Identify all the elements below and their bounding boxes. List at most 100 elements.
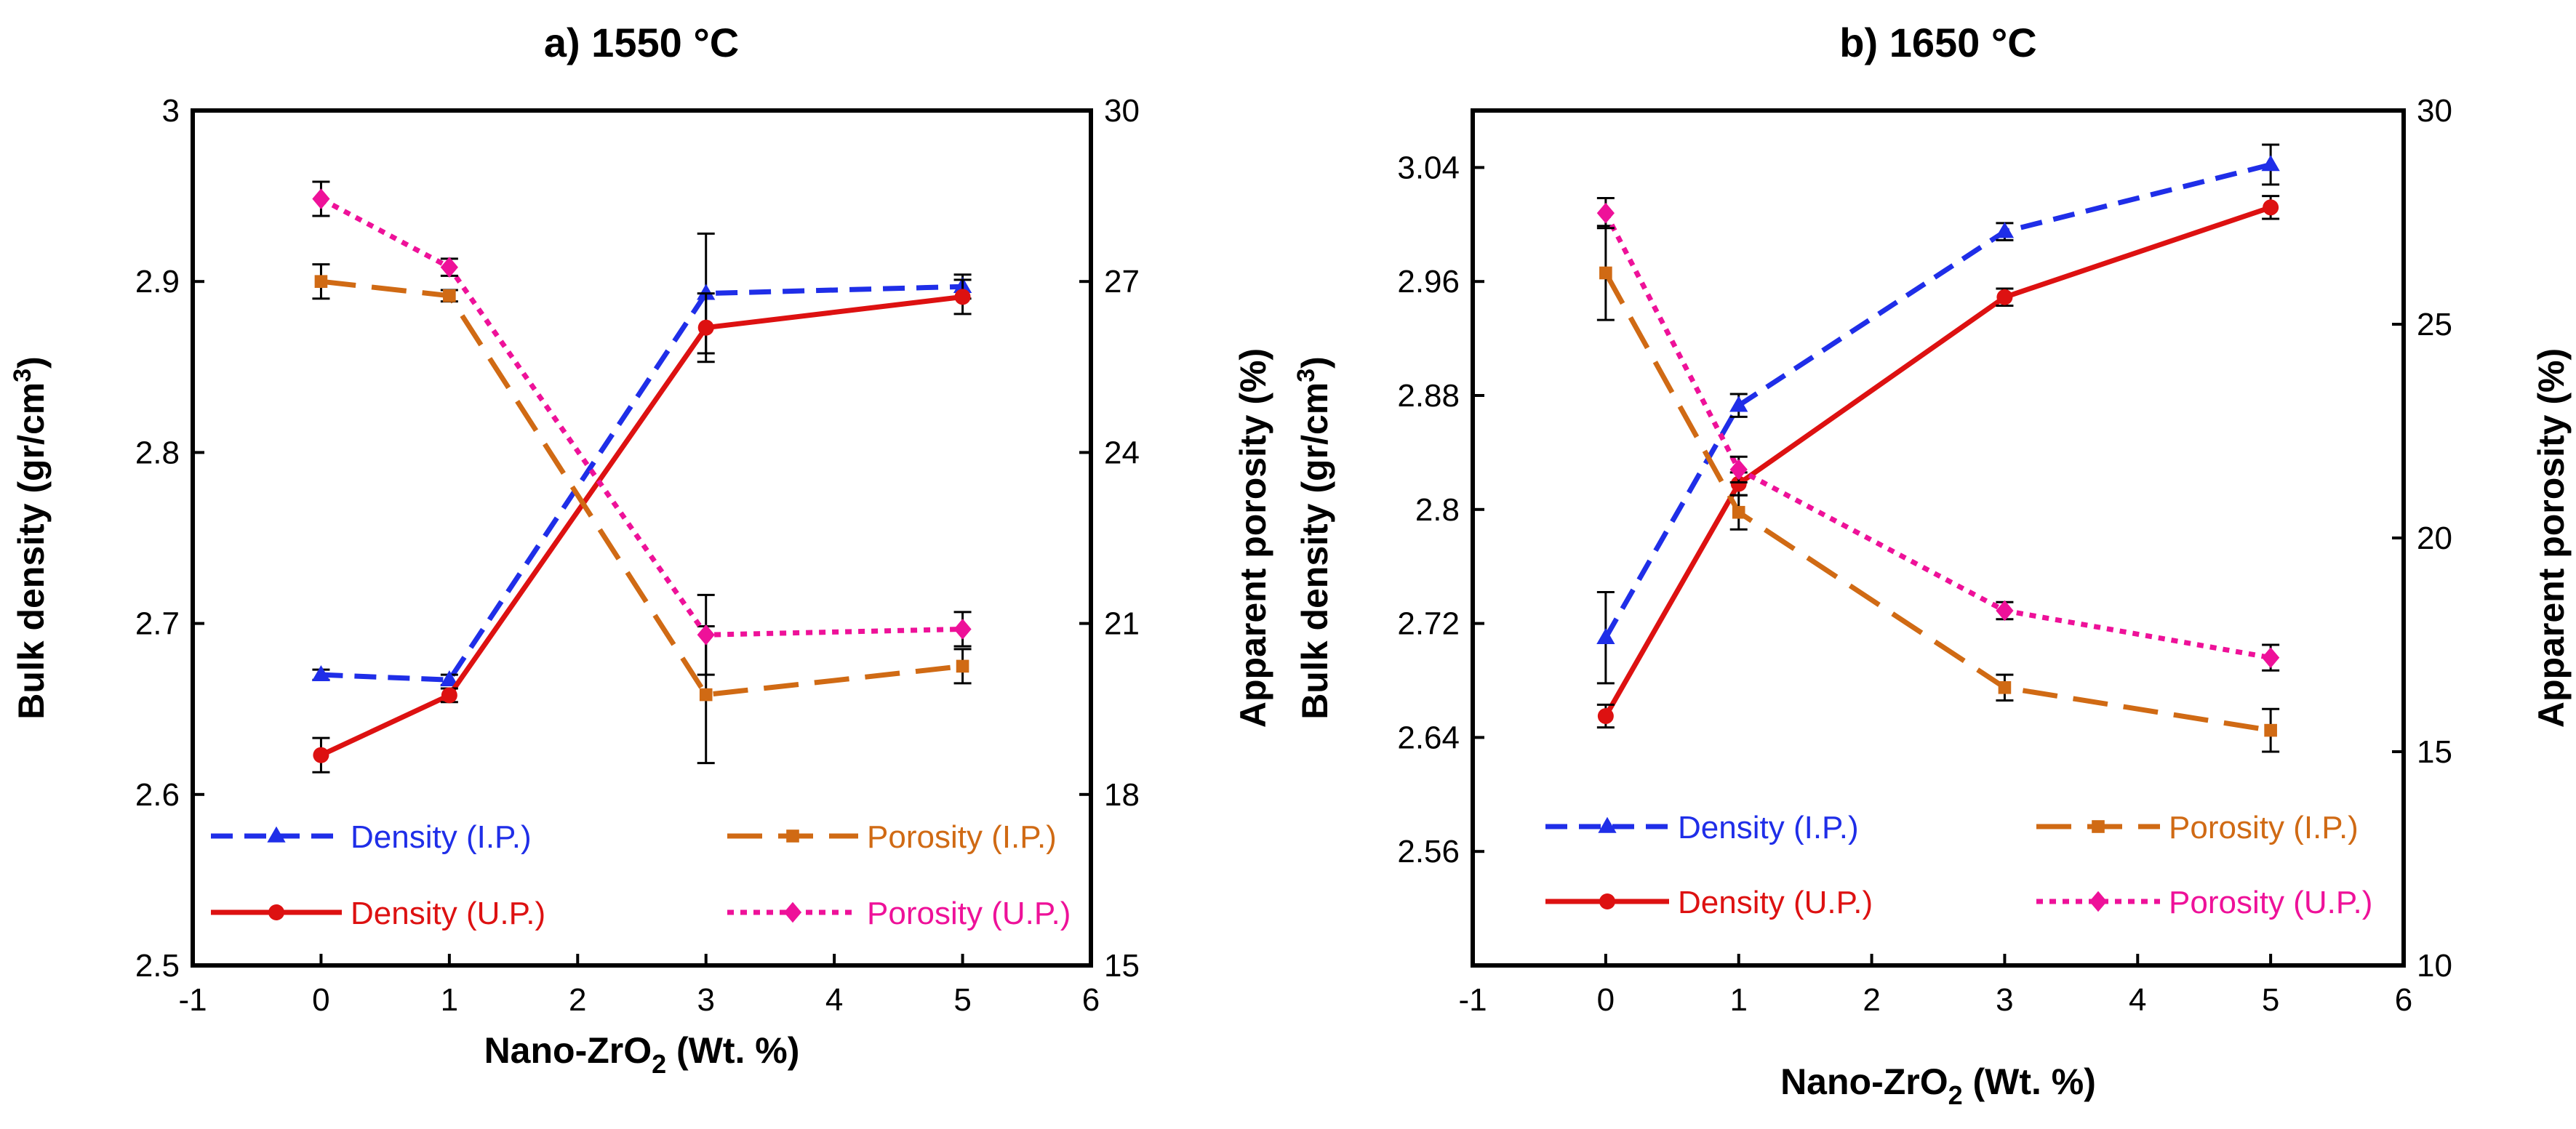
data-point	[440, 670, 459, 687]
legend-marker	[1599, 893, 1615, 909]
data-point	[2262, 647, 2280, 668]
y-tick-label: 2.9	[135, 264, 180, 300]
y2-tick-label: 30	[1104, 93, 1140, 129]
data-point	[2263, 199, 2279, 216]
legend-label: Density (I.P.)	[351, 819, 532, 855]
data-point	[699, 688, 713, 702]
data-point	[2264, 723, 2277, 737]
data-point	[2261, 155, 2280, 172]
series-line	[321, 278, 963, 698]
legend-entry: Porosity (U.P.)	[727, 896, 1071, 931]
x-tick-label: 4	[2129, 982, 2146, 1018]
legend-entry: Density (U.P.)	[211, 896, 545, 931]
data-point	[440, 257, 458, 278]
x-tick-label: 0	[312, 982, 329, 1018]
y2-tick-label: 15	[1104, 948, 1140, 984]
data-point	[443, 289, 456, 302]
legend-marker	[2089, 891, 2108, 912]
legend-marker	[786, 829, 799, 843]
x-tick-label: 6	[2395, 982, 2412, 1018]
series-line	[321, 284, 963, 683]
legend-label: Porosity (I.P.)	[2169, 810, 2359, 845]
legend-marker	[783, 901, 802, 923]
legend-entry: Porosity (I.P.)	[2036, 810, 2359, 845]
legend-marker	[2092, 820, 2105, 833]
legend-label: Density (I.P.)	[1678, 810, 1859, 845]
y-tick-label: 2.96	[1397, 264, 1460, 300]
y-tick-label: 3.04	[1397, 150, 1460, 185]
x-tick-label: 1	[1729, 982, 1747, 1018]
y2-tick-label: 20	[2417, 521, 2452, 556]
y-tick-label: 2.6	[135, 777, 180, 813]
y-tick-label: 2.7	[135, 606, 180, 642]
series-0	[1596, 143, 2280, 685]
data-point	[697, 319, 714, 336]
chart-panel-a: a) 1550 °C -1 0 1 2 3 4 5 6 2.5 2.6 2.7 2.8 2.9 3 15 18 2…	[9, 20, 1273, 1079]
x-axis-label: Nano-ZrO2 (Wt. %)	[484, 1030, 800, 1079]
data-point	[441, 687, 457, 704]
x-tick-label: 6	[1082, 982, 1100, 1018]
x-tick-label: -1	[1458, 982, 1487, 1018]
y2-tick-label: 15	[2417, 734, 2452, 770]
data-point	[956, 659, 969, 673]
data-point	[1599, 266, 1612, 280]
chart-title: a) 1550 °C	[544, 20, 739, 65]
legend-entry: Density (U.P.)	[1545, 885, 1873, 920]
y2-tick-label: 30	[2417, 93, 2452, 129]
legend-label: Porosity (U.P.)	[2169, 885, 2372, 920]
series-line	[319, 294, 963, 758]
data-point	[1730, 475, 1747, 492]
data-point	[1996, 289, 2013, 305]
legend-entry: Density (I.P.)	[1545, 810, 1859, 845]
series-line	[319, 196, 963, 638]
y2-axis-label: Apparent porosity (%)	[1233, 348, 1273, 728]
y-tick-label: 2.8	[135, 435, 180, 470]
x-axis-label: Nano-ZrO2 (Wt. %)	[1780, 1061, 2096, 1110]
series-line	[1603, 212, 2271, 661]
y2-tick-label: 27	[1104, 264, 1140, 300]
data-point	[1597, 708, 1614, 724]
legend-label: Density (U.P.)	[1678, 885, 1873, 920]
legend-marker	[1598, 816, 1617, 833]
data-point	[314, 275, 328, 288]
legend-entry: Porosity (I.P.)	[727, 819, 1057, 855]
data-point	[311, 664, 331, 681]
data-point	[1596, 628, 1615, 644]
x-tick-label: 5	[953, 982, 971, 1018]
chart-title: b) 1650 °C	[1839, 20, 2036, 65]
series-0	[311, 232, 972, 687]
series-line	[1603, 271, 2271, 734]
x-tick-label: 3	[697, 982, 714, 1018]
legend-label: Porosity (U.P.)	[867, 896, 1071, 931]
x-tick-label: 2	[569, 982, 586, 1018]
x-tick-label: 4	[825, 982, 843, 1018]
data-point	[1995, 222, 2015, 238]
data-point	[697, 624, 715, 646]
y-tick-label: 2.64	[1397, 720, 1460, 755]
x-tick-label: 1	[441, 982, 458, 1018]
data-point	[953, 619, 972, 640]
plot-frame	[191, 108, 1093, 968]
series-line	[1603, 162, 2271, 639]
data-point	[1996, 600, 2014, 622]
legend-marker	[268, 904, 284, 920]
y-axis-label: Bulk density (gr/cm3)	[1292, 356, 1335, 720]
legend-marker	[267, 826, 286, 843]
series-3	[1596, 197, 2280, 672]
data-point	[1596, 202, 1615, 224]
legend-entry: Porosity (U.P.)	[2036, 885, 2372, 920]
chart-panel-b: b) 1650 °C -1 0 1 2 3 4 5 6 2.56 2.64 2.72 2.8 2.88 2.…	[1292, 20, 2572, 1110]
x-tick-label: 0	[1597, 982, 1615, 1018]
y2-tick-label: 21	[1104, 606, 1140, 642]
y-tick-label: 2.88	[1397, 378, 1460, 414]
data-point	[313, 747, 329, 763]
x-tick-label: 3	[1996, 982, 2013, 1018]
legend-label: Porosity (I.P.)	[867, 819, 1057, 855]
y2-tick-label: 24	[1104, 435, 1140, 470]
y2-axis-label: Apparent porosity (%)	[2531, 348, 2572, 728]
y-axis-label: Bulk density (gr/cm3)	[9, 356, 52, 720]
y-tick-label: 2.5	[135, 948, 180, 984]
data-point	[1729, 395, 1748, 412]
y-tick-label: 3	[162, 93, 180, 129]
